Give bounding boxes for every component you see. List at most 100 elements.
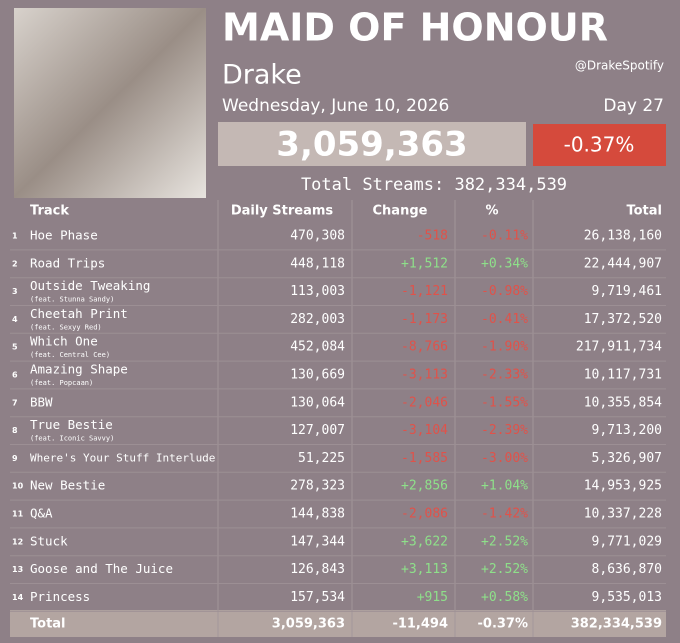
column-header: Total xyxy=(626,204,662,219)
daily-box xyxy=(218,122,526,166)
percent: -1.90% xyxy=(481,340,528,355)
track-name: Where's Your Stuff Interlude xyxy=(30,451,215,464)
total: 8,636,870 xyxy=(592,562,662,577)
daily-streams: 282,003 xyxy=(290,312,345,327)
track-name: Outside Tweaking xyxy=(30,278,150,293)
total: 10,337,228 xyxy=(584,507,662,522)
daily-streams: 147,344 xyxy=(290,534,345,549)
handle: @DrakeSpotify xyxy=(575,59,664,73)
row-number: 10 xyxy=(12,482,24,491)
date: Wednesday, June 10, 2026 xyxy=(222,96,449,116)
change: +3,113 xyxy=(401,562,448,577)
total: 10,117,731 xyxy=(584,368,662,383)
column-header: Change xyxy=(373,204,428,219)
percent: -3.00% xyxy=(481,451,528,466)
change: -518 xyxy=(417,229,448,244)
track-name: Road Trips xyxy=(30,255,105,270)
totals-change: -11,494 xyxy=(392,617,448,632)
percent: -1.42% xyxy=(481,507,528,522)
daily-streams: 126,843 xyxy=(290,562,345,577)
totals-label: Total xyxy=(30,617,66,632)
change: +2,856 xyxy=(401,479,448,494)
percent: +2.52% xyxy=(481,562,528,577)
totals-band xyxy=(10,610,666,637)
change: +915 xyxy=(417,590,448,605)
track-feat: (feat. Stunna Sandy) xyxy=(30,296,114,304)
artist: Drake xyxy=(222,60,302,91)
daily-streams: 51,225 xyxy=(298,451,345,466)
change: -2,046 xyxy=(401,395,448,410)
track-name: Which One xyxy=(30,334,98,349)
row-number: 13 xyxy=(12,565,23,574)
track-name: Q&A xyxy=(30,506,53,521)
percent: -2.33% xyxy=(481,368,528,383)
row-number: 3 xyxy=(12,287,18,296)
track-name: Cheetah Print xyxy=(30,306,128,321)
daily-streams: 113,003 xyxy=(290,284,345,299)
total: 22,444,907 xyxy=(584,256,662,271)
track-name: Hoe Phase xyxy=(30,228,98,243)
percent: -2.39% xyxy=(481,423,528,438)
daily-streams: 127,007 xyxy=(290,423,345,438)
track-name: True Bestie xyxy=(30,417,113,432)
change: -3,104 xyxy=(401,423,448,438)
percent: -1.55% xyxy=(481,395,528,410)
track-name: BBW xyxy=(30,394,53,409)
totals-percent: -0.37% xyxy=(478,617,529,632)
track-feat: (feat. Popcaan) xyxy=(30,379,93,387)
row-number: 8 xyxy=(12,426,18,435)
track-name: Stuck xyxy=(30,533,68,548)
total: 14,953,925 xyxy=(584,479,662,494)
daily-streams: 157,534 xyxy=(290,590,345,605)
daily-change: -0.37% xyxy=(564,133,635,157)
track-feat: (feat. Sexyy Red) xyxy=(30,323,102,331)
daily-streams: 278,323 xyxy=(290,479,345,494)
day: Day 27 xyxy=(603,96,664,116)
daily-streams: 452,084 xyxy=(290,340,345,355)
row-number: 1 xyxy=(12,232,18,241)
total: 5,326,907 xyxy=(592,451,662,466)
percent: +1.04% xyxy=(481,479,528,494)
percent: -0.98% xyxy=(481,284,528,299)
track-name: Amazing Shape xyxy=(30,362,128,377)
percent: +2.52% xyxy=(481,534,528,549)
total: 9,719,461 xyxy=(592,284,662,299)
change: -1,121 xyxy=(401,284,448,299)
track-name: New Bestie xyxy=(30,478,105,493)
daily-streams: 130,064 xyxy=(290,395,345,410)
total: 9,771,029 xyxy=(592,534,662,549)
percent: +0.58% xyxy=(481,590,528,605)
total: 17,372,520 xyxy=(584,312,662,327)
change-box xyxy=(533,124,666,166)
row-number: 9 xyxy=(12,454,18,463)
total-streams: Total Streams: 382,334,539 xyxy=(301,175,567,195)
track-name: Goose and The Juice xyxy=(30,561,173,576)
change: -3,113 xyxy=(401,368,448,383)
daily-streams: 448,118 xyxy=(290,256,345,271)
row-number: 5 xyxy=(12,343,18,352)
track-name: Princess xyxy=(30,589,90,604)
percent: -0.11% xyxy=(481,229,528,244)
cover-photo xyxy=(14,8,206,198)
percent: -0.41% xyxy=(481,312,528,327)
totals-total: 382,334,539 xyxy=(571,617,662,632)
total: 217,911,734 xyxy=(576,340,662,355)
daily-streams: 130,669 xyxy=(290,368,345,383)
track-feat: (feat. Iconic Savvy) xyxy=(30,435,114,443)
title: MAID OF HONOUR xyxy=(222,6,608,50)
change: -1,585 xyxy=(401,451,448,466)
change: -8,766 xyxy=(401,340,448,355)
change: -2,086 xyxy=(401,507,448,522)
change: -1,173 xyxy=(401,312,448,327)
row-number: 7 xyxy=(12,398,18,407)
row-number: 4 xyxy=(12,315,18,324)
total: 26,138,160 xyxy=(584,229,662,244)
track-feat: (feat. Central Cee) xyxy=(30,351,110,359)
total: 9,713,200 xyxy=(592,423,662,438)
row-number: 12 xyxy=(12,537,23,546)
row-number: 6 xyxy=(12,371,18,380)
column-header: Track xyxy=(30,204,69,219)
total: 9,535,013 xyxy=(592,590,662,605)
total: 10,355,854 xyxy=(584,395,662,410)
